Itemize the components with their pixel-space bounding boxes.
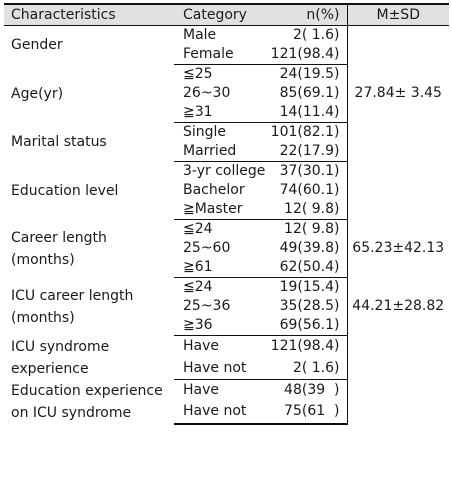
category-cell: Single <box>183 124 227 140</box>
n-percent-cell: 121(98.4) <box>266 45 347 65</box>
n-percent-cell: 75(61 ) <box>266 401 347 425</box>
characteristic-label: Education experience on ICU syndrome <box>11 382 163 421</box>
table-row: Career length (months) ≦24 12( 9.8) 65.23±4… <box>4 219 449 278</box>
n-percent-cell: 121(98.4) <box>270 338 340 355</box>
n-percent-cell: 35(28.5) <box>279 298 340 314</box>
category-cell: Have <box>183 382 220 399</box>
category-cell: ≧Master <box>174 200 266 220</box>
mean-sd-cell: 44.21±28.82 <box>346 277 449 336</box>
mean-sd-cell <box>346 335 449 380</box>
header-mean-sd: M±SD <box>346 3 449 26</box>
n-percent-cell: 22(17.9) <box>266 142 347 162</box>
category-cell: Female <box>174 45 266 65</box>
table-row: Age(yr) ≦25 24(19.5) 27.84± 3.45 <box>4 64 449 123</box>
category-cell: Have not <box>174 357 266 380</box>
n-percent-cell: 74(60.1) <box>279 182 340 198</box>
n-percent-cell: 12( 9.8) <box>266 200 347 220</box>
table-body: Gender Male 2( 1.6) Female 121(98.4) Age(yr) ≦… <box>4 25 449 425</box>
table-row: ≧Master 12( 9.8) <box>4 200 449 220</box>
category-cell: ≦25 <box>183 66 213 82</box>
n-percent-cell: 69(56.1) <box>266 316 347 336</box>
n-percent-cell: 19(15.4) <box>279 279 340 295</box>
characteristic-label: Age(yr) <box>11 85 64 102</box>
table-row: Gender Male 2( 1.6) <box>4 25 449 65</box>
category-cell: 25~60 <box>183 240 231 256</box>
mean-sd-cell: 27.84± 3.45 <box>346 64 449 123</box>
mean-sd-cell <box>346 161 449 220</box>
characteristic-label: ICU career length (months) <box>11 287 134 326</box>
category-cell: ≦24 <box>183 279 213 295</box>
characteristic-label: ICU syndrome experience <box>11 338 110 377</box>
mean-sd-cell: 65.23±42.13 <box>346 219 449 278</box>
mean-sd-cell <box>346 379 449 424</box>
category-cell: ≦24 <box>183 221 213 237</box>
category-cell: 3-yr college <box>183 163 266 179</box>
table-row: ICU career length (months) ≦24 19(15.4) 44.… <box>4 277 449 336</box>
category-cell: ≧61 <box>174 258 266 278</box>
n-percent-cell: 12( 9.8) <box>284 221 340 237</box>
table-row: Have not 2( 1.6) <box>4 357 449 380</box>
characteristic-label: Career length (months) <box>11 229 107 268</box>
category-cell: Have not <box>174 401 266 425</box>
table-row: 25~60 49(39.8) <box>4 239 449 258</box>
category-cell: 25~36 <box>183 298 231 314</box>
category-cell: ≧36 <box>174 316 266 336</box>
category-cell: Married <box>174 142 266 162</box>
characteristic-label: Gender <box>11 37 63 54</box>
n-percent-cell: 85(69.1) <box>279 85 340 101</box>
category-cell: 26~30 <box>183 85 231 101</box>
table-row: Education experience on ICU syndrome Have… <box>4 379 449 424</box>
n-percent-cell: 101(82.1) <box>270 124 340 140</box>
table-row: Married 22(17.9) <box>4 142 449 162</box>
characteristic-label: Education level <box>11 182 119 199</box>
characteristics-table: Characteristics Category n(%) M±SD Gende… <box>4 3 449 425</box>
table-row: Bachelor 74(60.1) <box>4 181 449 200</box>
table-row: 25~36 35(28.5) <box>4 297 449 316</box>
table-row: ≧31 14(11.4) <box>4 103 449 123</box>
n-percent-cell: 37(30.1) <box>279 163 340 179</box>
header-characteristics: Characteristics <box>4 3 174 26</box>
table-row: Female 121(98.4) <box>4 45 449 65</box>
characteristics-table-container: Characteristics Category n(%) M±SD Gende… <box>4 3 449 425</box>
n-percent-cell: 48(39 ) <box>284 382 340 399</box>
category-cell: ≧31 <box>174 103 266 123</box>
category-cell: Male <box>183 27 217 43</box>
category-cell: Have <box>183 338 220 355</box>
mean-sd-cell <box>346 25 449 65</box>
table-row: Marital status Single 101(82.1) <box>4 122 449 162</box>
category-cell: Bachelor <box>183 182 245 198</box>
table-row: 26~30 85(69.1) <box>4 84 449 103</box>
table-row: Have not 75(61 ) <box>4 401 449 425</box>
table-row: ≧61 62(50.4) <box>4 258 449 278</box>
n-percent-cell: 14(11.4) <box>266 103 347 123</box>
header-n-percent: n(%) <box>266 3 347 26</box>
header-category: Category <box>174 3 266 26</box>
table-row: Education level 3-yr college 37(30.1) <box>4 161 449 220</box>
n-percent-cell: 2( 1.6) <box>292 27 340 43</box>
table-row: ICU syndrome experience Have 121(98.4) <box>4 335 449 380</box>
table-row: ≧36 69(56.1) <box>4 316 449 336</box>
n-percent-cell: 62(50.4) <box>266 258 347 278</box>
n-percent-cell: 24(19.5) <box>279 66 340 82</box>
n-percent-cell: 2( 1.6) <box>266 357 347 380</box>
characteristic-label: Marital status <box>11 134 107 150</box>
table-header: Characteristics Category n(%) M±SD <box>4 3 449 26</box>
header-row: Characteristics Category n(%) M±SD <box>4 3 449 26</box>
mean-sd-cell <box>346 122 449 162</box>
n-percent-cell: 49(39.8) <box>279 240 340 256</box>
